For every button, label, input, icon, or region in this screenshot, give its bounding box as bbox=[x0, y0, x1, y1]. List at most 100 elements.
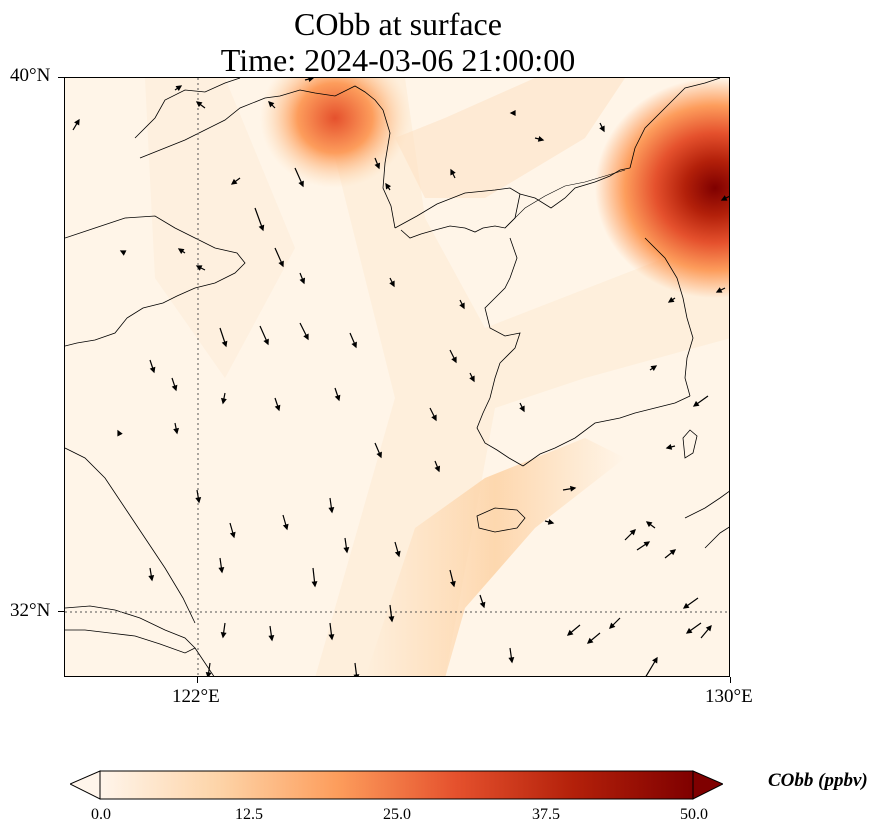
wind-arrow-head-28 bbox=[274, 404, 281, 412]
wind-arrow-head-30 bbox=[431, 414, 437, 422]
wind-arrow-head-4 bbox=[268, 101, 275, 108]
wind-arrow-head-70 bbox=[650, 365, 658, 372]
wind-arrow-head-16 bbox=[119, 250, 127, 256]
wind-arrow-head-6 bbox=[258, 224, 265, 232]
wind-arrow-head-7 bbox=[278, 260, 284, 268]
wind-arrow-head-18 bbox=[389, 280, 395, 288]
wind-arrow-head-65 bbox=[682, 602, 690, 609]
wind-arrow-head-12 bbox=[509, 110, 516, 116]
wind-arrow-head-42 bbox=[311, 581, 318, 588]
wind-arrow-head-14 bbox=[195, 265, 203, 271]
wind-arrow-head-15 bbox=[177, 248, 185, 255]
wind-arrow-head-38 bbox=[328, 507, 335, 514]
wind-arrow-head-31 bbox=[173, 427, 180, 435]
wind-arrow-head-20 bbox=[221, 340, 228, 348]
lat-label-40n: 40°N bbox=[10, 65, 51, 86]
wind-arrow-head-55 bbox=[629, 529, 636, 536]
wind-arrow-head-60 bbox=[586, 637, 594, 644]
colorbar-extend-max bbox=[692, 770, 723, 800]
wind-arrow-head-59 bbox=[566, 629, 574, 636]
wind-arrow-head-71 bbox=[720, 195, 728, 201]
wind-arrow-head-1 bbox=[175, 85, 183, 92]
wind-arrow-head-67 bbox=[652, 656, 658, 664]
wind-arrow-head-48 bbox=[268, 635, 275, 642]
colorbar-tick-2: 25.0 bbox=[383, 806, 411, 823]
wind-arrow-head-41 bbox=[148, 574, 155, 582]
wind-arrow-head-74 bbox=[469, 375, 475, 383]
wind-arrow-head-69 bbox=[537, 136, 545, 142]
colorbar-tick-3: 37.5 bbox=[532, 806, 560, 823]
wind-arrow-head-0 bbox=[74, 118, 80, 126]
wind-arrow-head-73 bbox=[667, 296, 675, 303]
wind-arrow-head-54 bbox=[547, 519, 555, 525]
lat-tick-40n bbox=[58, 77, 64, 78]
wind-arrow-head-35 bbox=[195, 496, 202, 504]
wind-arrow-head-62 bbox=[705, 624, 712, 632]
wind-arrow-head-44 bbox=[450, 580, 456, 588]
wind-arrow-head-22 bbox=[303, 333, 309, 341]
wind-arrow-head-46 bbox=[388, 616, 395, 623]
wind-arrow-head-27 bbox=[220, 397, 227, 405]
wind-arrow-head-19 bbox=[459, 302, 465, 310]
wind-arrow-head-33 bbox=[376, 451, 382, 459]
wind-arrow-head-58 bbox=[669, 549, 677, 556]
wind-arrow-head-64 bbox=[692, 400, 700, 407]
wind-arrow-head-37 bbox=[282, 523, 289, 531]
wind-arrow-head-63 bbox=[685, 627, 693, 634]
plume-south-band bbox=[365, 438, 625, 676]
wind-arrow-head-29 bbox=[334, 394, 341, 402]
plot-subtitle-time: Time: 2024-03-06 21:00:00 bbox=[220, 42, 576, 78]
plot-title: CObb at surface bbox=[294, 6, 502, 42]
wind-arrow-head-17 bbox=[299, 277, 306, 285]
lon-tick-130e bbox=[730, 677, 731, 683]
wind-arrow-head-39 bbox=[343, 547, 350, 554]
wind-arrow-head-51 bbox=[205, 672, 212, 676]
wind-arrow-head-25 bbox=[149, 366, 156, 374]
wind-arrow-head-13 bbox=[599, 125, 605, 133]
wind-arrow-head-75 bbox=[519, 405, 525, 413]
lon-label-130e: 130°E bbox=[705, 686, 753, 707]
colorbar-tick-4: 50.0 bbox=[680, 806, 708, 823]
colorbar-tick-1: 12.5 bbox=[235, 806, 263, 823]
wind-arrow-head-24 bbox=[451, 356, 457, 364]
coastlines bbox=[65, 78, 729, 676]
wind-arrow-head-40 bbox=[218, 567, 225, 574]
wind-arrow-head-2 bbox=[195, 101, 203, 108]
wind-arrow-head-34 bbox=[434, 465, 441, 473]
concentration-field bbox=[65, 78, 729, 676]
lon-label-122e: 122°E bbox=[172, 686, 220, 707]
wind-arrow-head-9 bbox=[374, 162, 381, 170]
wind-arrow-head-43 bbox=[394, 550, 401, 558]
wind-arrow-head-53 bbox=[569, 485, 577, 492]
wind-vectors bbox=[72, 78, 729, 676]
map-canvas bbox=[65, 78, 729, 676]
wind-arrow-head-32 bbox=[117, 429, 123, 437]
wind-arrow-head-57 bbox=[645, 521, 653, 528]
wind-arrow-head-52 bbox=[508, 657, 515, 664]
wind-arrow-head-49 bbox=[328, 634, 335, 641]
jeju-island bbox=[476, 507, 526, 533]
colorbar-tick-0: 0.0 bbox=[91, 806, 111, 823]
wind-arrow-head-3 bbox=[230, 178, 238, 185]
wind-arrow-head-72 bbox=[715, 287, 723, 293]
colorbar bbox=[70, 770, 723, 800]
wind-arrow-head-21 bbox=[263, 338, 269, 346]
wind-arrow-head-36 bbox=[229, 531, 236, 539]
wind-arrow-head-56 bbox=[643, 541, 651, 548]
wind-arrow-head-61 bbox=[609, 622, 616, 629]
wind-arrow-head-5 bbox=[298, 180, 304, 188]
wind-arrow-head-47 bbox=[220, 632, 227, 639]
wind-arrow-head-66 bbox=[665, 444, 673, 450]
plume-northeast bbox=[595, 78, 729, 298]
wind-arrow-head-26 bbox=[171, 384, 178, 392]
wind-arrow-head-45 bbox=[479, 601, 486, 609]
lon-tick-122e bbox=[197, 677, 198, 683]
colorbar-body bbox=[99, 770, 694, 800]
map-panel[interactable] bbox=[64, 77, 730, 677]
wind-arrow-head-8 bbox=[308, 78, 314, 82]
wind-arrow-50 bbox=[354, 662, 358, 676]
plume-north bbox=[260, 78, 410, 188]
lat-tick-32n bbox=[58, 611, 64, 612]
wind-arrow-head-50 bbox=[353, 674, 360, 676]
wind-arrow-head-11 bbox=[450, 168, 456, 176]
